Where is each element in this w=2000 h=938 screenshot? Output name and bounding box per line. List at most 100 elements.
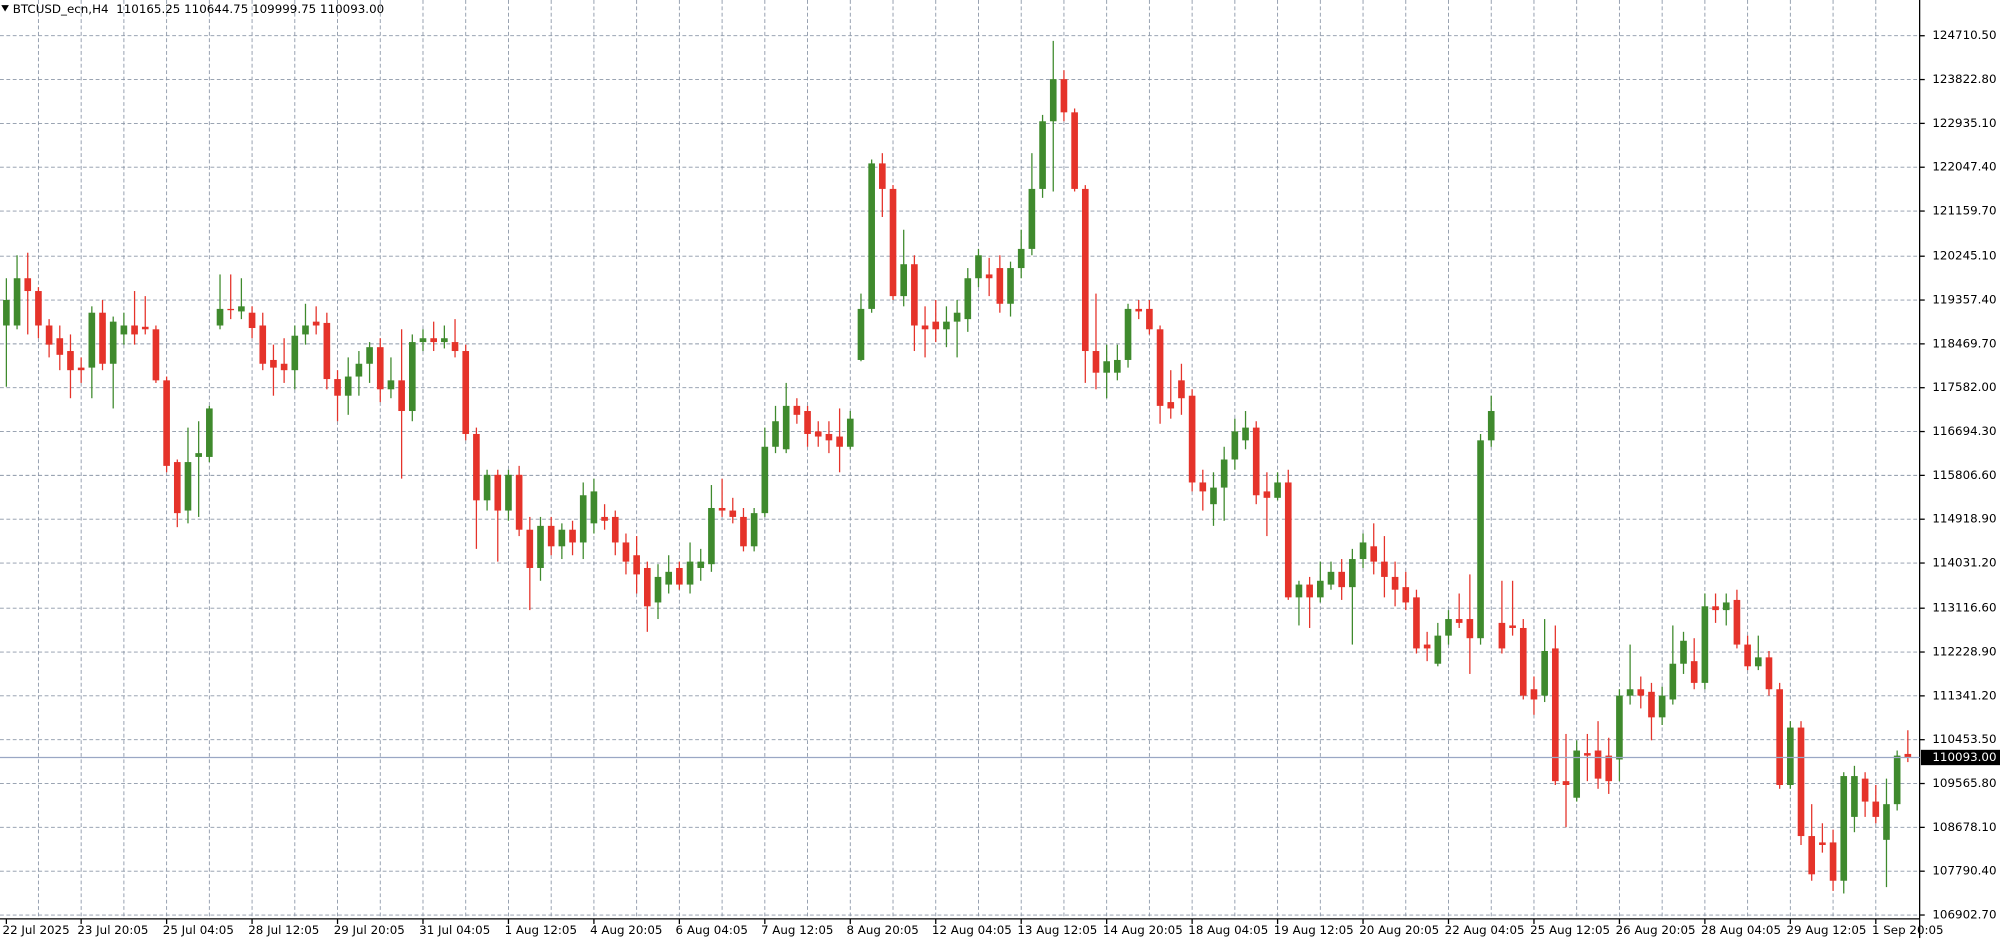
- candle-body: [1455, 619, 1463, 623]
- y-tick-label: 107790.40: [1932, 864, 1996, 878]
- x-tick-label: 4 Aug 20:05: [590, 923, 662, 937]
- candles: [3, 40, 1912, 894]
- candle-body: [686, 561, 694, 585]
- candle-body: [312, 321, 320, 326]
- candle-body: [814, 431, 822, 437]
- x-tick-label: 29 Jul 20:05: [334, 923, 405, 937]
- candle-body: [1413, 597, 1420, 649]
- y-tick-label: 114031.20: [1932, 556, 1996, 570]
- candle-body: [1445, 619, 1452, 636]
- candle-body: [857, 308, 865, 360]
- candle-body: [323, 322, 331, 380]
- y-tick-label: 110453.50: [1932, 732, 1996, 746]
- candle-body: [1103, 361, 1110, 373]
- x-tick-label: 23 Jul 20:05: [77, 923, 148, 937]
- collapse-icon[interactable]: [1, 5, 9, 12]
- y-tick-label: 120245.10: [1932, 249, 1996, 263]
- candle-body: [622, 542, 630, 562]
- symbol-title: BTCUSD_ecn,H4: [13, 1, 109, 15]
- candle-body: [1819, 842, 1826, 845]
- candle-body: [953, 312, 961, 322]
- candle-body: [1893, 755, 1901, 805]
- x-tick-label: 12 Aug 04:05: [932, 923, 1012, 937]
- candle-body: [611, 516, 619, 543]
- candle-body: [1466, 619, 1474, 639]
- candle-body: [366, 347, 373, 364]
- candle-body: [141, 326, 149, 330]
- y-tick-label: 116694.30: [1932, 424, 1996, 438]
- candle-body: [1295, 584, 1303, 598]
- candle-body: [109, 321, 117, 364]
- candle-body: [601, 516, 608, 521]
- candle-body: [259, 325, 267, 364]
- candle-body: [868, 163, 875, 309]
- candle-body: [1637, 689, 1645, 696]
- candle-body: [569, 529, 576, 543]
- candle-body: [1349, 559, 1356, 588]
- candle-body: [238, 306, 245, 312]
- candle-body: [1199, 482, 1207, 492]
- y-tick-label: 106902.70: [1932, 908, 1996, 922]
- candle-body: [280, 363, 288, 371]
- candle-body: [740, 516, 747, 547]
- candle-body: [964, 278, 972, 320]
- y-tick-label: 124710.50: [1932, 28, 1996, 42]
- candle-body: [1007, 268, 1014, 304]
- candle-body: [376, 347, 384, 390]
- candle-body: [1552, 648, 1559, 782]
- candle-body: [184, 462, 192, 511]
- candle-body: [473, 433, 480, 501]
- candle-body: [344, 376, 352, 396]
- x-tick-label: 7 Aug 12:05: [761, 923, 833, 937]
- candle-body: [483, 474, 491, 501]
- y-tick-label: 111341.20: [1932, 688, 1996, 702]
- x-tick-label: 14 Aug 20:05: [1103, 923, 1183, 937]
- y-tick-label: 122935.10: [1932, 116, 1996, 130]
- candle-body: [494, 474, 502, 511]
- candle-body: [430, 338, 437, 343]
- candle-body: [537, 525, 544, 568]
- candle-body: [398, 380, 405, 412]
- x-tick-label: 25 Aug 12:05: [1530, 923, 1610, 937]
- header-low: 109999.75: [252, 1, 316, 15]
- candle-body: [131, 325, 138, 335]
- candle-body: [1391, 576, 1399, 590]
- candle-body: [152, 329, 160, 381]
- candle-body: [1690, 661, 1698, 683]
- candle-body: [889, 188, 897, 297]
- y-tick-label: 112228.90: [1932, 645, 1996, 659]
- candle-body: [996, 268, 1004, 304]
- candle-body: [911, 264, 918, 326]
- current-price-box: [1920, 749, 2000, 766]
- x-tick-label: 8 Aug 20:05: [846, 923, 918, 937]
- candle-body: [836, 436, 843, 447]
- candle-body: [1669, 663, 1677, 700]
- y-tick-label: 123822.80: [1932, 72, 1996, 86]
- candle-body: [579, 495, 587, 543]
- x-tick-label: 22 Aug 04:05: [1445, 923, 1525, 937]
- candle-body: [1765, 657, 1773, 690]
- candle-body: [1701, 606, 1709, 683]
- candle-body: [1028, 188, 1036, 249]
- candle-body: [1787, 727, 1794, 785]
- candle-body: [462, 351, 470, 434]
- candle-body: [24, 278, 32, 292]
- candle-body: [1584, 753, 1591, 756]
- candle-body: [35, 291, 42, 326]
- candle-body: [1861, 778, 1869, 802]
- candle-body: [985, 274, 993, 279]
- candle-body: [1274, 482, 1281, 498]
- y-tick-label: 117582.00: [1932, 380, 1996, 394]
- candle-body: [697, 561, 705, 568]
- candle-body: [1562, 781, 1570, 785]
- candle-body: [1381, 561, 1388, 577]
- y-tick-label: 114918.90: [1932, 512, 1996, 526]
- candle-body: [782, 405, 790, 450]
- candle-body: [1039, 121, 1046, 189]
- candle-body: [718, 507, 726, 511]
- candle-body: [1840, 776, 1848, 881]
- candle-body: [547, 525, 555, 547]
- x-tick-label: 1 Sep 20:05: [1872, 923, 1944, 937]
- x-tick-label: 20 Aug 20:05: [1359, 923, 1439, 937]
- y-tick-label: 108678.10: [1932, 820, 1996, 834]
